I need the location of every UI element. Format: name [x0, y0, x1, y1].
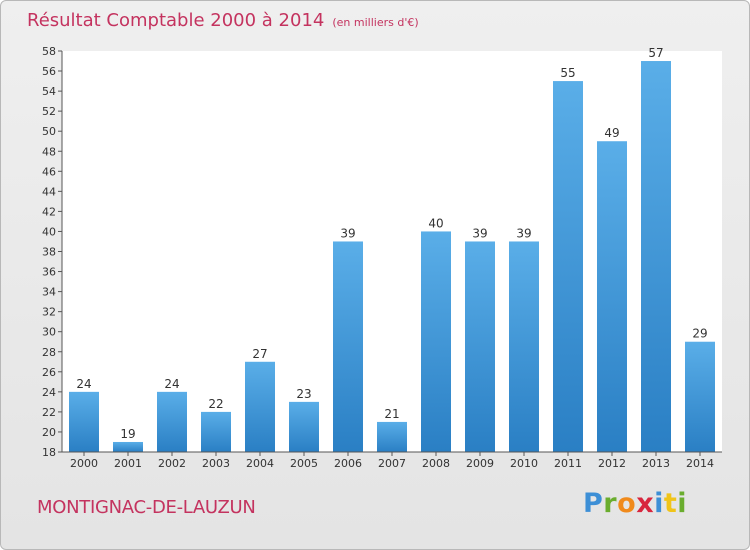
y-tick-label: 18 [42, 446, 56, 459]
chart-title: Résultat Comptable 2000 à 2014 (en millie… [27, 10, 419, 31]
commune-name: MONTIGNAC-DE-LAUZUN [37, 497, 256, 518]
bar-value-label: 21 [384, 407, 399, 421]
title-text: Résultat Comptable 2000 à 2014 [27, 10, 325, 31]
logo-letter: i [654, 488, 664, 519]
bar-2012 [597, 141, 627, 452]
bar-2000 [69, 391, 99, 452]
bar-2009 [465, 241, 495, 452]
bar-value-label: 22 [208, 397, 223, 411]
y-tick-label: 50 [42, 125, 56, 138]
x-tick-label: 2009 [466, 457, 494, 470]
y-tick-label: 48 [42, 145, 56, 158]
x-tick-label: 2012 [598, 457, 626, 470]
y-tick-label: 32 [42, 306, 56, 319]
logo-letter: o [617, 488, 637, 519]
x-tick-label: 2008 [422, 457, 450, 470]
y-tick-label: 54 [42, 85, 56, 98]
bar-2002 [157, 391, 187, 452]
x-tick-label: 2005 [290, 457, 318, 470]
bar-value-label: 29 [692, 327, 707, 341]
x-tick-label: 2002 [158, 457, 186, 470]
y-tick-label: 58 [42, 45, 56, 58]
x-tick-label: 2011 [554, 457, 582, 470]
bar-value-label: 49 [604, 126, 619, 140]
y-tick-label: 40 [42, 225, 56, 238]
bar-value-label: 24 [76, 377, 91, 391]
bar-2001 [113, 441, 143, 452]
x-tick-label: 2001 [114, 457, 142, 470]
logo-letter: t [663, 488, 678, 519]
x-tick-label: 2003 [202, 457, 230, 470]
bar-2007 [377, 421, 407, 452]
bar-2003 [201, 411, 231, 452]
y-tick-label: 44 [42, 185, 56, 198]
x-tick-label: 2004 [246, 457, 274, 470]
logo-letter: x [636, 488, 655, 519]
bar-value-label: 27 [252, 347, 267, 361]
y-tick-label: 52 [42, 105, 56, 118]
bar-value-label: 24 [164, 377, 179, 391]
proxiti-logo: Proxiti [583, 488, 687, 519]
y-tick-label: 24 [42, 386, 56, 399]
bar-value-label: 39 [340, 226, 355, 240]
x-tick-label: 2006 [334, 457, 362, 470]
bar-value-label: 19 [120, 427, 135, 441]
y-tick-label: 36 [42, 266, 56, 279]
bar-value-label: 23 [296, 387, 311, 401]
bar-2008 [421, 231, 451, 452]
bar-2004 [245, 361, 275, 452]
bar-2010 [509, 241, 539, 452]
bar-2014 [685, 341, 715, 452]
y-tick-label: 20 [42, 426, 56, 439]
bar-value-label: 39 [516, 226, 531, 240]
bar-value-label: 55 [560, 66, 575, 80]
y-tick-label: 34 [42, 286, 56, 299]
y-tick-label: 42 [42, 205, 56, 218]
bar-2005 [289, 401, 319, 452]
y-tick-label: 22 [42, 406, 56, 419]
x-tick-label: 2013 [642, 457, 670, 470]
y-tick-label: 26 [42, 366, 56, 379]
bar-2011 [553, 81, 583, 452]
y-tick-label: 28 [42, 346, 56, 359]
y-tick-label: 56 [42, 65, 56, 78]
y-tick-label: 46 [42, 165, 56, 178]
x-tick-label: 2007 [378, 457, 406, 470]
logo-letter: r [603, 488, 618, 519]
bar-value-label: 57 [648, 46, 663, 60]
logo-letter: P [583, 488, 604, 519]
x-tick-label: 2014 [686, 457, 714, 470]
x-tick-label: 2000 [70, 457, 98, 470]
bar-2006 [333, 241, 363, 452]
y-tick-label: 30 [42, 326, 56, 339]
bar-2013 [641, 61, 671, 453]
y-tick-label: 38 [42, 246, 56, 259]
logo-letter: i [677, 488, 688, 519]
bar-value-label: 39 [472, 226, 487, 240]
bar-value-label: 40 [428, 216, 443, 230]
chart-subtitle: (en milliers d'€) [332, 16, 419, 29]
x-tick-label: 2010 [510, 457, 538, 470]
